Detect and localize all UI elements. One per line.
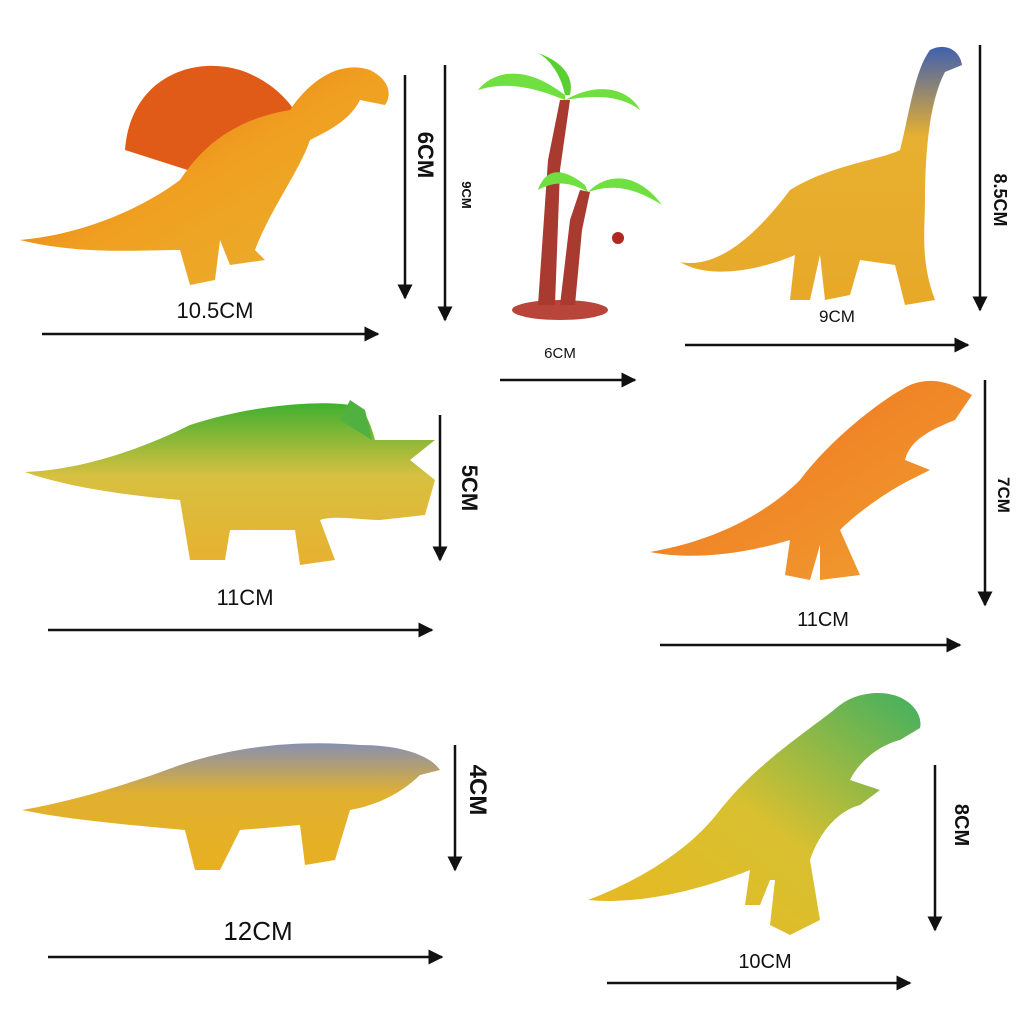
- height-label: 8.5CM: [990, 173, 1010, 226]
- triceratops: [25, 400, 435, 565]
- height-label: 6CM: [413, 132, 438, 178]
- tyrannosaurus-orange: [650, 380, 972, 580]
- brachiosaurus: [680, 46, 962, 305]
- width-label: 9CM: [819, 307, 855, 326]
- height-label: 9CM: [459, 181, 474, 208]
- height-label: 5CM: [457, 465, 482, 511]
- height-label: 8CM: [950, 804, 972, 846]
- height-label: 7CM: [994, 477, 1013, 513]
- width-label: 10CM: [738, 951, 791, 973]
- ankylosaurus: [22, 743, 440, 870]
- width-label: 6CM: [544, 345, 576, 362]
- width-label: 12CM: [223, 916, 292, 946]
- height-label: 4CM: [464, 765, 491, 816]
- tyrannosaurus-green: [588, 693, 921, 935]
- width-label: 10.5CM: [176, 298, 253, 323]
- spinosaurus: [20, 65, 389, 285]
- width-label: 11CM: [797, 609, 849, 631]
- width-label: 11CM: [216, 585, 273, 610]
- palm-tree: [478, 52, 662, 320]
